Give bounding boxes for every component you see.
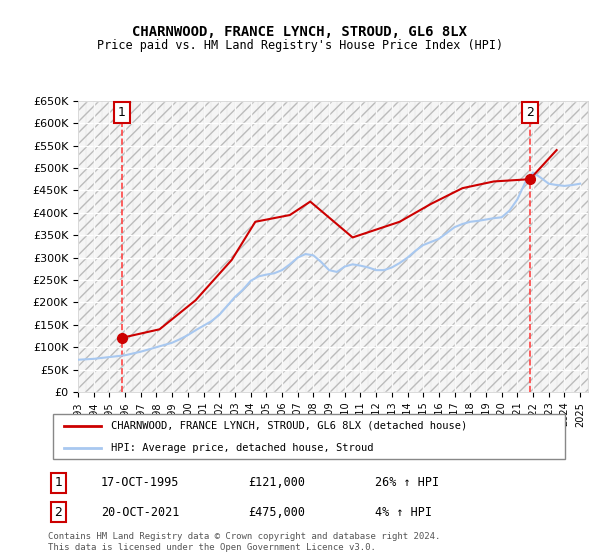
Text: 2: 2 — [55, 506, 62, 519]
Text: 20-OCT-2021: 20-OCT-2021 — [101, 506, 179, 519]
Text: 1: 1 — [118, 106, 126, 119]
Text: Price paid vs. HM Land Registry's House Price Index (HPI): Price paid vs. HM Land Registry's House … — [97, 39, 503, 52]
Text: £121,000: £121,000 — [248, 477, 305, 489]
Text: 2: 2 — [526, 106, 534, 119]
Text: CHARNWOOD, FRANCE LYNCH, STROUD, GL6 8LX: CHARNWOOD, FRANCE LYNCH, STROUD, GL6 8LX — [133, 25, 467, 39]
Text: CHARNWOOD, FRANCE LYNCH, STROUD, GL6 8LX (detached house): CHARNWOOD, FRANCE LYNCH, STROUD, GL6 8LX… — [112, 421, 467, 431]
Text: 4% ↑ HPI: 4% ↑ HPI — [376, 506, 433, 519]
Text: HPI: Average price, detached house, Stroud: HPI: Average price, detached house, Stro… — [112, 443, 374, 453]
Text: 1: 1 — [55, 477, 62, 489]
Text: £475,000: £475,000 — [248, 506, 305, 519]
Text: 26% ↑ HPI: 26% ↑ HPI — [376, 477, 439, 489]
FancyBboxPatch shape — [53, 414, 565, 459]
Text: 17-OCT-1995: 17-OCT-1995 — [101, 477, 179, 489]
Text: Contains HM Land Registry data © Crown copyright and database right 2024.
This d: Contains HM Land Registry data © Crown c… — [48, 532, 440, 552]
